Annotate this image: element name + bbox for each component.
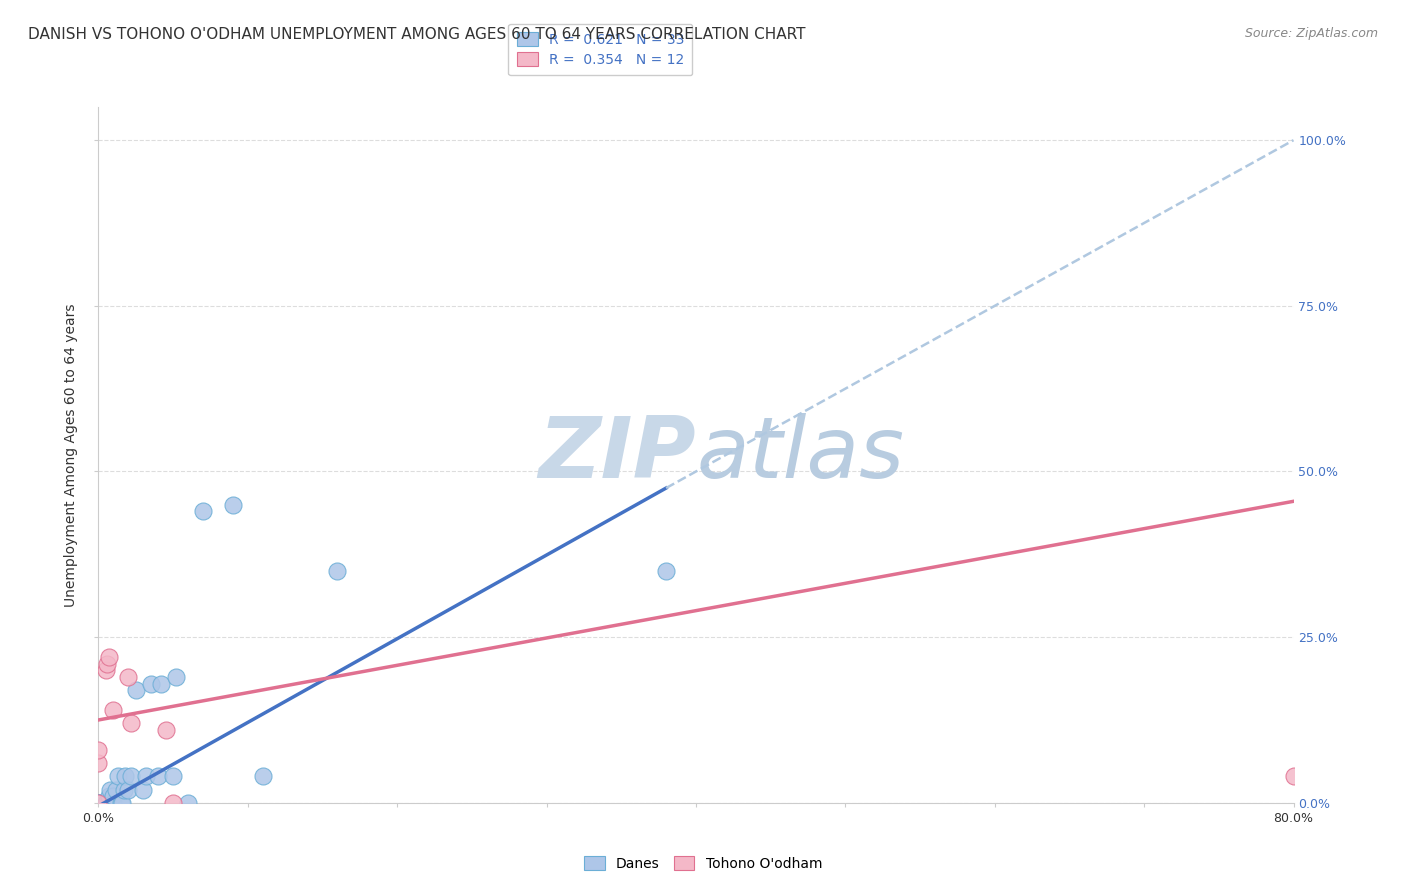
Point — [103, 796, 125, 810]
Text: Source: ZipAtlas.com: Source: ZipAtlas.com — [1244, 27, 1378, 40]
Y-axis label: Unemployment Among Ages 60 to 64 years: Unemployment Among Ages 60 to 64 years — [65, 303, 79, 607]
Point — [165, 670, 187, 684]
Legend: R =  0.621   N = 33, R =  0.354   N = 12: R = 0.621 N = 33, R = 0.354 N = 12 — [509, 23, 692, 75]
Point — [177, 796, 200, 810]
Point — [103, 703, 125, 717]
Point — [87, 756, 110, 770]
Point — [112, 782, 135, 797]
Point — [148, 769, 170, 783]
Point — [125, 683, 148, 698]
Point — [111, 796, 134, 810]
Point — [110, 796, 132, 810]
Point — [97, 650, 120, 665]
Point — [103, 789, 125, 804]
Point — [655, 564, 678, 578]
Point — [326, 564, 349, 578]
Point — [107, 769, 129, 783]
Point — [162, 796, 184, 810]
Point — [87, 796, 110, 810]
Point — [87, 796, 110, 810]
Point — [97, 789, 120, 804]
Point — [120, 716, 142, 731]
Point — [94, 796, 117, 810]
Text: DANISH VS TOHONO O'ODHAM UNEMPLOYMENT AMONG AGES 60 TO 64 YEARS CORRELATION CHAR: DANISH VS TOHONO O'ODHAM UNEMPLOYMENT AM… — [28, 27, 806, 42]
Point — [132, 782, 155, 797]
Point — [94, 796, 117, 810]
Point — [98, 782, 122, 797]
Point — [105, 782, 128, 797]
Point — [96, 657, 118, 671]
Point — [252, 769, 274, 783]
Point — [1282, 769, 1305, 783]
Point — [120, 769, 142, 783]
Point — [191, 504, 214, 518]
Point — [117, 782, 139, 797]
Point — [135, 769, 157, 783]
Point — [87, 796, 110, 810]
Text: atlas: atlas — [696, 413, 904, 497]
Legend: Danes, Tohono O'odham: Danes, Tohono O'odham — [578, 850, 828, 876]
Point — [114, 769, 136, 783]
Text: ZIP: ZIP — [538, 413, 696, 497]
Point — [162, 769, 184, 783]
Point — [87, 743, 110, 757]
Point — [87, 796, 110, 810]
Point — [150, 676, 173, 690]
Point — [94, 663, 117, 677]
Point — [155, 723, 177, 737]
Point — [222, 498, 245, 512]
Point — [117, 670, 139, 684]
Point — [87, 796, 110, 810]
Point — [87, 796, 110, 810]
Point — [139, 676, 162, 690]
